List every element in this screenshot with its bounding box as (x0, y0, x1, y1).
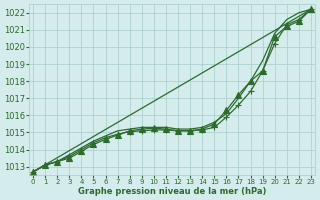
X-axis label: Graphe pression niveau de la mer (hPa): Graphe pression niveau de la mer (hPa) (78, 187, 266, 196)
